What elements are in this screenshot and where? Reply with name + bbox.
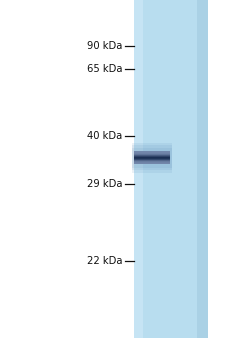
Bar bbox=[134, 0, 143, 338]
Text: 29 kDa: 29 kDa bbox=[87, 179, 123, 189]
Text: 40 kDa: 40 kDa bbox=[87, 131, 123, 141]
Text: 65 kDa: 65 kDa bbox=[87, 64, 123, 74]
Text: 22 kDa: 22 kDa bbox=[87, 256, 123, 266]
Bar bbox=[132, 148, 172, 168]
Bar bbox=[132, 143, 172, 173]
Bar bbox=[134, 0, 208, 338]
Text: 90 kDa: 90 kDa bbox=[87, 41, 123, 51]
Bar bbox=[132, 145, 172, 170]
Bar bbox=[197, 0, 208, 338]
